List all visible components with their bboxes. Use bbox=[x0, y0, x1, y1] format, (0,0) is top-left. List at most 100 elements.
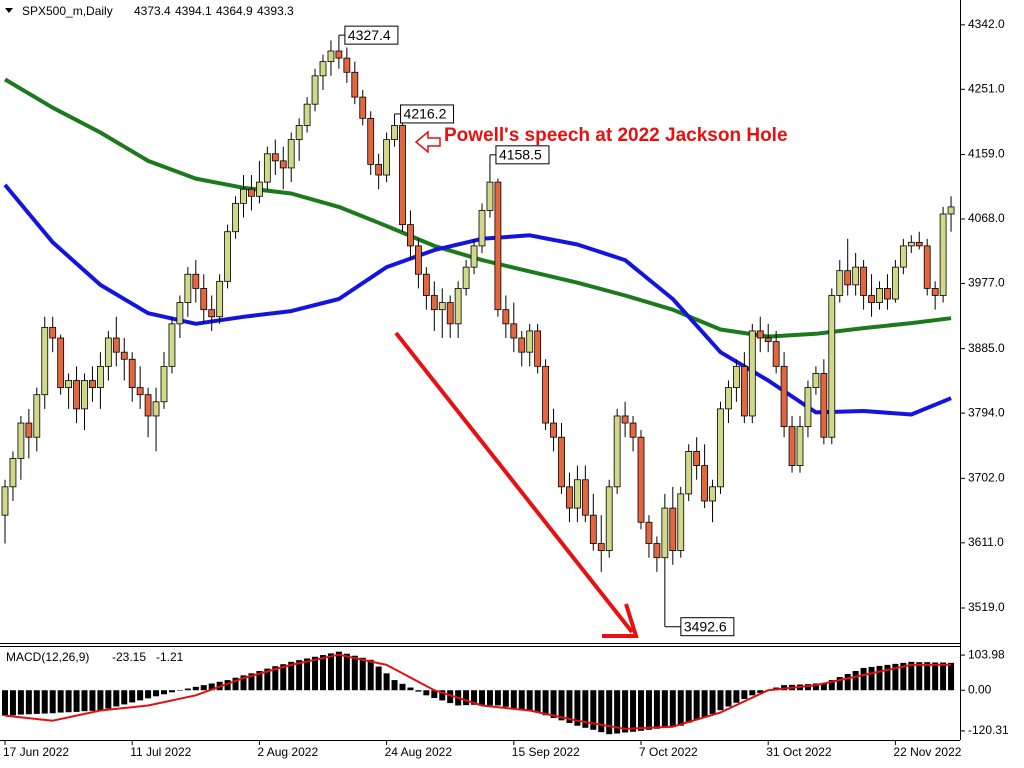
macd-signal-value: -1.21 bbox=[156, 650, 184, 664]
candle-body bbox=[343, 57, 351, 73]
macd-bar bbox=[391, 680, 398, 691]
candle-body bbox=[733, 365, 740, 389]
candle-body bbox=[287, 139, 295, 169]
candle-body bbox=[462, 266, 470, 289]
indicator-line bbox=[3, 77, 952, 339]
candle-body bbox=[581, 479, 589, 516]
candle-body bbox=[892, 266, 899, 300]
candle-body bbox=[876, 288, 883, 303]
macd-bar bbox=[868, 666, 875, 691]
macd-bar bbox=[804, 684, 811, 691]
candle-body bbox=[41, 326, 49, 396]
macd-bar bbox=[693, 690, 700, 720]
candle-body bbox=[534, 330, 542, 367]
candle-body bbox=[709, 486, 716, 502]
macd-bar bbox=[828, 680, 835, 691]
macd-bar bbox=[9, 690, 16, 716]
macd-bar bbox=[582, 690, 589, 728]
macd-bar bbox=[200, 685, 207, 691]
candle-body bbox=[828, 295, 836, 438]
candle-body bbox=[192, 273, 200, 289]
candle-body bbox=[542, 365, 549, 424]
macd-bar bbox=[876, 665, 883, 691]
candle-body bbox=[383, 139, 391, 176]
candle-body bbox=[653, 543, 661, 559]
y-tick-label: 0.00 bbox=[968, 682, 992, 696]
candle-body bbox=[1, 486, 9, 516]
macd-bar bbox=[327, 653, 334, 691]
candle-body bbox=[9, 458, 17, 488]
macd-bar bbox=[153, 690, 160, 697]
candle-body bbox=[168, 323, 176, 367]
candle-body bbox=[939, 213, 947, 296]
candle-body bbox=[120, 351, 128, 360]
macd-bar bbox=[288, 661, 295, 691]
candle-body bbox=[208, 309, 216, 318]
macd-bar bbox=[741, 690, 748, 700]
macd-bar bbox=[820, 683, 827, 691]
candle-body bbox=[836, 270, 844, 296]
macd-bar bbox=[343, 653, 350, 691]
symbol-title: SPX500_m,Daily bbox=[22, 4, 113, 18]
candle-body bbox=[327, 50, 335, 63]
macd-bar bbox=[685, 690, 692, 723]
candle-body bbox=[796, 426, 804, 466]
candle-body bbox=[685, 450, 693, 495]
macd-bar bbox=[725, 690, 732, 707]
candle-body bbox=[574, 479, 581, 509]
candle-body bbox=[399, 125, 406, 226]
macd-bar bbox=[232, 677, 239, 691]
y-tick-label: 3794.0 bbox=[968, 405, 1005, 419]
price-label-box bbox=[680, 617, 735, 637]
y-tick-label: 4251.0 bbox=[968, 81, 1005, 95]
candle-body bbox=[852, 266, 860, 286]
candle-body bbox=[740, 365, 748, 417]
candle-body bbox=[558, 436, 565, 488]
price-label-box bbox=[400, 104, 455, 124]
macd-bar bbox=[471, 690, 478, 705]
candle-body bbox=[820, 373, 828, 438]
candle-body bbox=[422, 273, 430, 296]
candle-body bbox=[510, 323, 518, 339]
macd-bar bbox=[137, 690, 144, 701]
y-tick-label: 103.98 bbox=[968, 647, 1005, 661]
macd-bar bbox=[423, 690, 430, 696]
macd-bar bbox=[168, 690, 175, 693]
macd-bar bbox=[304, 658, 311, 691]
macd-bar bbox=[383, 673, 390, 691]
macd-bar bbox=[407, 687, 414, 691]
candle-body bbox=[367, 117, 375, 165]
candle-body bbox=[128, 358, 136, 389]
macd-bar bbox=[622, 690, 629, 733]
price-label: 4327.4 bbox=[348, 27, 391, 43]
candle-body bbox=[860, 266, 867, 296]
candle-body bbox=[303, 103, 311, 126]
candle-body bbox=[518, 337, 526, 353]
macd-bar bbox=[526, 690, 533, 712]
macd-bar bbox=[264, 668, 271, 691]
indicator-line bbox=[4, 653, 952, 730]
menu-triangle[interactable] bbox=[5, 8, 13, 13]
candle-body bbox=[621, 415, 629, 424]
candle-body bbox=[335, 50, 343, 59]
macd-bar bbox=[447, 690, 454, 704]
price-label: 3492.6 bbox=[684, 618, 727, 634]
macd-bar bbox=[916, 662, 923, 691]
macd-bar bbox=[359, 657, 366, 691]
candle-body bbox=[947, 206, 955, 215]
candle-body bbox=[271, 153, 279, 162]
candle-body bbox=[502, 309, 510, 325]
macd-bar bbox=[320, 655, 326, 691]
macd-bar bbox=[335, 651, 342, 691]
macd-value: -23.15 bbox=[112, 650, 146, 664]
y-tick-label: 3977.0 bbox=[968, 276, 1005, 290]
candle-body bbox=[57, 337, 65, 389]
candle-body bbox=[589, 514, 597, 544]
macd-bar bbox=[908, 661, 915, 691]
candle-body bbox=[931, 288, 939, 296]
candle-body bbox=[693, 450, 701, 466]
candle-body bbox=[677, 493, 685, 551]
macd-bar bbox=[558, 690, 565, 721]
candle-body bbox=[200, 288, 208, 311]
